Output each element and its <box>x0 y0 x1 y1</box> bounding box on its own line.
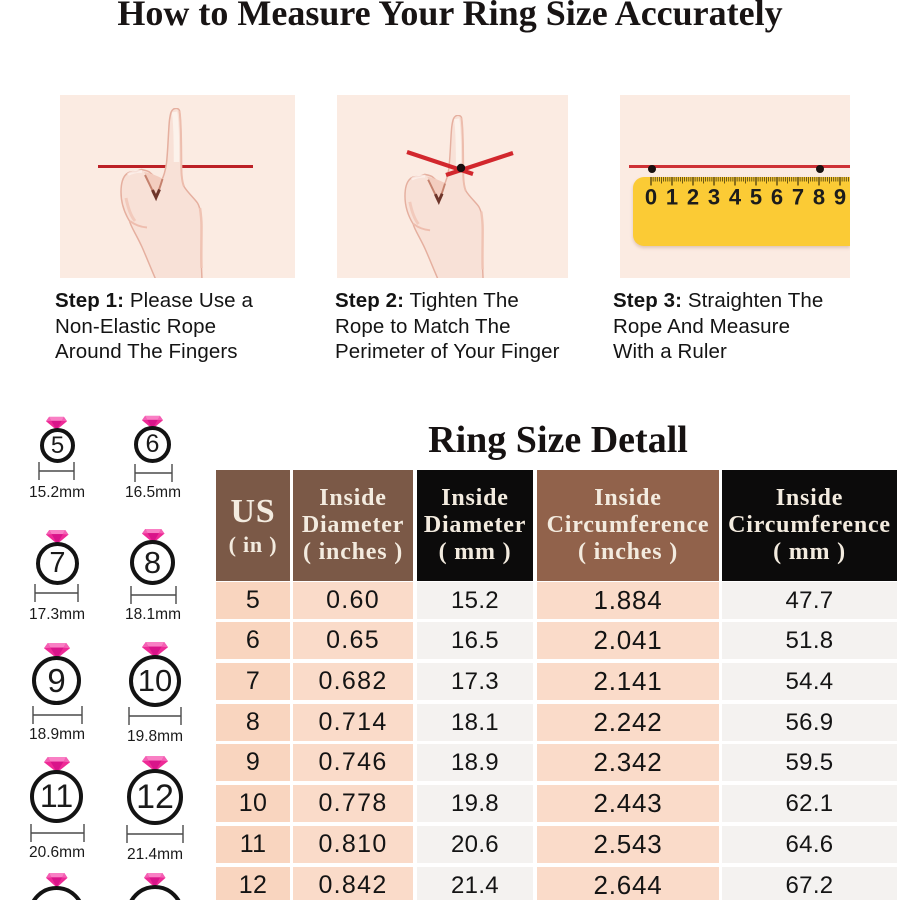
svg-text:2: 2 <box>687 185 699 210</box>
svg-text:9: 9 <box>834 185 846 210</box>
svg-text:1: 1 <box>666 185 678 210</box>
svg-text:6: 6 <box>771 185 783 210</box>
svg-text:3: 3 <box>708 185 720 210</box>
svg-text:8: 8 <box>813 185 825 210</box>
svg-text:0: 0 <box>645 185 657 210</box>
svg-text:7: 7 <box>792 185 804 210</box>
svg-text:5: 5 <box>750 185 762 210</box>
svg-text:4: 4 <box>729 185 742 210</box>
